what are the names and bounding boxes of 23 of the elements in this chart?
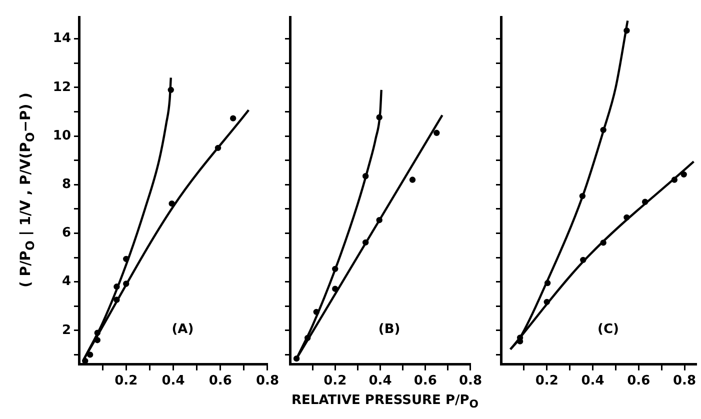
x-tick-label: 0.2 [324, 374, 347, 389]
annotation: (B) [378, 322, 400, 337]
y-tick-label: 8 [62, 177, 71, 192]
x-tick-label: 0.4 [581, 374, 604, 389]
annotation: (A) [172, 322, 194, 337]
x-tick-label: 0.6 [627, 374, 650, 389]
x-tick-label: 0.6 [208, 374, 232, 389]
x-tick-label: 0.4 [162, 374, 185, 389]
y-tick-label: 14 [52, 31, 71, 46]
x-tick-label: 0.4 [368, 374, 392, 389]
y-tick-label: 2 [62, 322, 71, 338]
y-tick-label: 4 [62, 274, 71, 290]
x-tick-label: 0.6 [414, 374, 437, 389]
y-tick-label: 12 [52, 80, 71, 95]
annotation: (C) [598, 322, 619, 337]
x-tick-label: 0.8 [458, 374, 482, 389]
y-tick-label: 10 [52, 128, 71, 144]
x-tick-label: 0.2 [114, 374, 138, 389]
x-tick-label: 0.8 [673, 374, 696, 389]
y-tick-label: 6 [62, 226, 71, 241]
x-tick-label: 0.8 [256, 374, 279, 389]
x-axis-title: RELATIVE PRESSURE P/P$_{O}$ [290, 393, 480, 411]
x-tick-label: 0.2 [535, 374, 558, 389]
